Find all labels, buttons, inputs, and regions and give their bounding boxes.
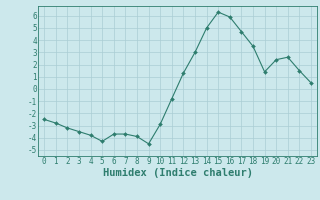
X-axis label: Humidex (Indice chaleur): Humidex (Indice chaleur) <box>103 168 252 178</box>
